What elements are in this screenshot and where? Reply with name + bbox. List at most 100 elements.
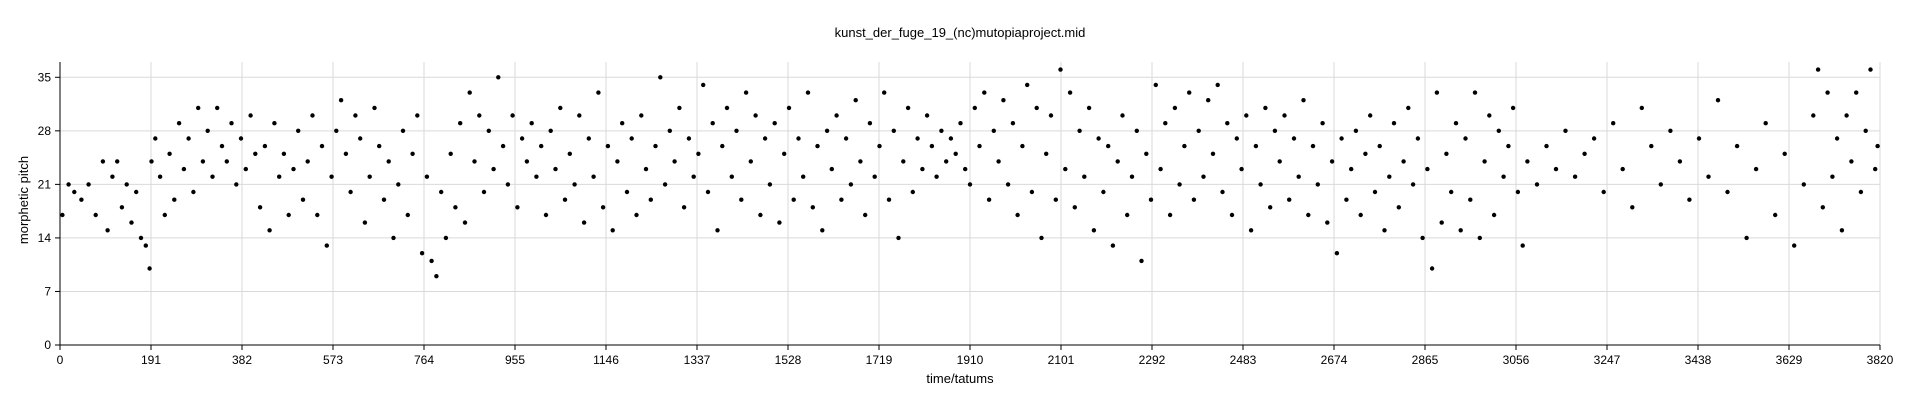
data-point [653,143,658,149]
data-point [1415,136,1421,141]
x-tick-label: 3438 [1685,353,1712,367]
data-point [1163,121,1168,126]
data-point [434,274,439,279]
data-point [1268,205,1273,210]
data-point [1875,143,1880,149]
data-point [1854,90,1859,95]
data-point [1077,128,1082,133]
data-point [815,143,820,149]
data-point [758,212,763,218]
data-point [1620,166,1625,172]
data-point [1401,159,1406,164]
data-point [1482,159,1487,164]
data-point [124,182,129,187]
x-tick-label: 2865 [1412,353,1439,367]
data-point [891,128,896,133]
data-point [562,197,568,202]
data-point [115,159,120,164]
data-point [1825,90,1830,95]
data-point [400,128,406,133]
data-point [458,121,463,126]
data-point [820,228,825,233]
data-point [1082,174,1087,179]
data-point [462,220,468,225]
data-point [1086,105,1092,111]
data-point [1144,151,1149,156]
data-point [86,182,91,187]
data-point [1434,90,1440,95]
data-point [110,174,115,179]
data-point [1639,105,1645,111]
data-point [1468,197,1473,202]
data-point [1601,189,1606,195]
data-point [1753,166,1759,172]
data-point [748,159,753,164]
data-point [600,205,606,210]
data-point [691,174,696,179]
data-point [729,174,734,179]
data-point [1258,182,1263,187]
data-point [924,113,930,118]
data-point [1301,98,1306,103]
x-tick-label: 1910 [957,353,984,367]
data-point [243,166,248,172]
data-point [1158,166,1163,172]
data-point [1339,136,1344,141]
data-point [701,82,706,88]
data-point [519,136,525,141]
data-point [510,113,515,118]
data-point [1320,121,1325,126]
data-point [93,212,98,218]
data-point [705,189,711,195]
data-point [1477,235,1483,241]
data-point [429,258,434,264]
data-point [543,212,549,218]
data-point [1463,136,1468,141]
data-point [1296,174,1301,179]
data-point [591,174,596,179]
data-point [1310,143,1316,149]
data-point [1801,182,1807,187]
data-point [1372,189,1378,195]
data-point [1858,189,1864,195]
data-point [529,121,534,126]
data-point [867,121,873,126]
data-point [615,159,620,164]
data-point [500,143,506,149]
data-point [1329,159,1335,164]
data-point [1015,212,1020,218]
data-point [324,243,329,248]
data-point [629,136,634,141]
y-tick-label: 35 [38,70,52,84]
data-point [291,166,296,172]
data-point [358,136,363,141]
x-tick-label: 2292 [1139,353,1166,367]
data-point [915,136,920,141]
data-point [977,143,982,149]
data-point [658,75,663,80]
data-point [605,143,611,149]
data-point [1553,166,1559,172]
data-point [624,189,630,195]
data-point [200,159,206,164]
data-point [257,205,263,210]
data-point [724,105,730,111]
data-point [1148,197,1154,202]
data-point [958,121,963,126]
data-point [1834,136,1840,141]
data-point [586,136,591,141]
data-point [410,151,415,156]
data-point [229,121,234,126]
x-tick-label: 3056 [1503,353,1530,367]
data-point [710,121,715,126]
y-tick-label: 14 [38,231,52,245]
data-point [1334,251,1340,256]
data-point [391,235,396,241]
data-point [149,159,154,164]
data-point [1115,159,1120,164]
data-point [805,90,811,95]
data-point [1201,174,1206,179]
x-tick-label: 0 [57,353,64,367]
data-point [1101,189,1106,195]
x-tick-label: 1337 [684,353,711,367]
